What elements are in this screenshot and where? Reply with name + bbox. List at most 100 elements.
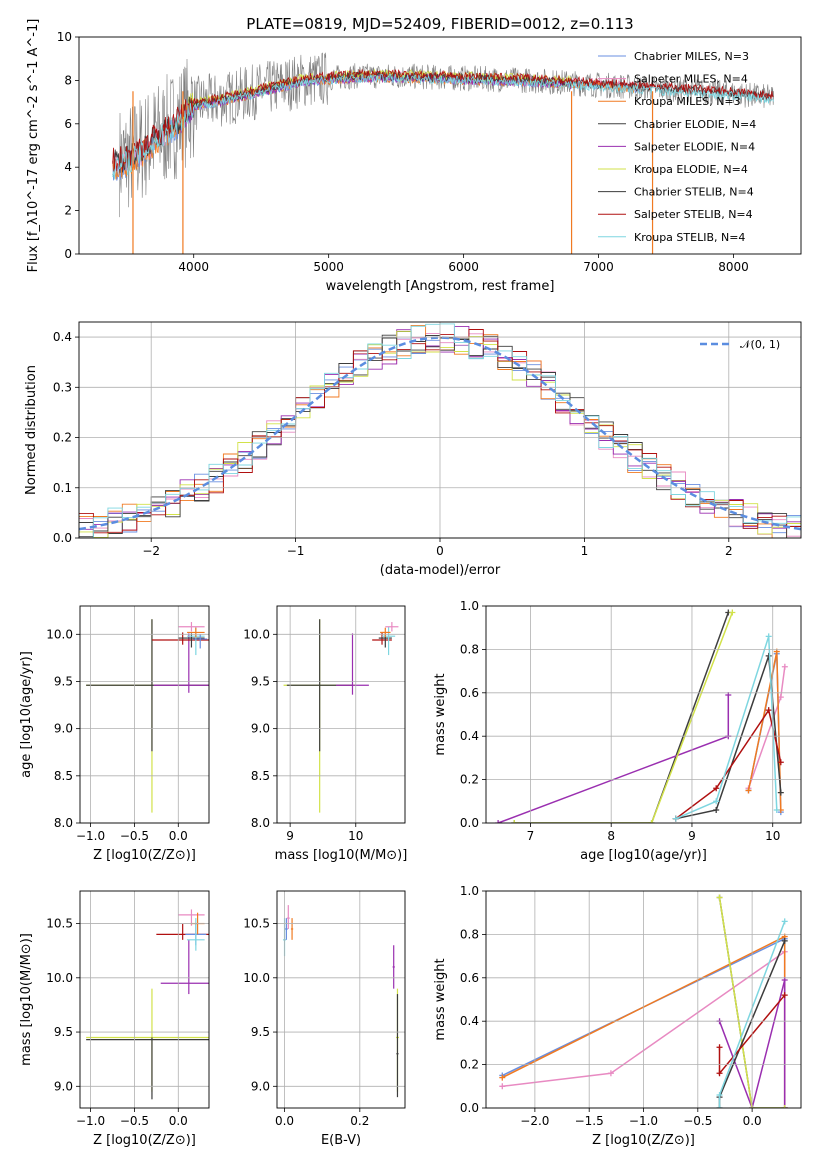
data-point [716,1091,723,1098]
y-tick-label: 9.5 [251,1025,270,1039]
y-tick-label: 1.0 [460,599,479,613]
weight_vs_age-plot-area [495,609,788,823]
spectrum-panel: 4000 5000 6000 7000 8000 0 2 4 6 8 10 wavelength [A… [26,19,802,294]
spectrum-legend: Chabrier MILES, N=3 Salpeter MILES, N=4 Kr… [598,50,756,244]
y-tick-label: 9.0 [251,722,270,736]
residuals-legend: 𝒩(0, 1) [700,338,780,351]
mass_vs_Z-plot-area [86,909,209,1100]
age_vs_mass-frame [276,605,406,824]
legend-label: Salpeter STELIB, N=4 [634,208,753,221]
y-tick-label: 0.2 [460,773,479,787]
x-tick-label: 0.2 [350,1114,369,1128]
legend-label: Chabrier ELODIE, N=4 [634,118,756,131]
mass_vs_EBV-grid [277,891,405,1108]
x-tick-label: 0.0 [743,1114,762,1128]
y-tick-label: 8.5 [251,769,270,783]
weight_vs_age-frame [485,605,802,824]
data-point [499,1083,506,1090]
data-point [765,633,772,640]
model-line [179,73,572,134]
x-tick-label: 4000 [178,260,209,274]
weight-line [718,897,785,1108]
data-point [781,663,788,670]
y-tick-label: 0.0 [460,1101,479,1115]
y-tick-label: 0.1 [53,481,72,495]
y-tick-label: 0.8 [460,642,479,656]
y-axis-label: age [log10(age/yr)] [19,651,34,778]
x-axis-label: Z [log10(Z/Z⊙)] [93,1133,196,1148]
spectrum-plot-area [112,52,774,254]
legend-label: 𝒩(0, 1) [740,338,780,351]
x-tick-label: 0.0 [275,1114,294,1128]
x-axis-label: age [log10(age/yr)] [580,848,707,863]
x-tick-label: 0 [436,544,444,558]
x-axis-label: Z [log10(Z/Z⊙)] [93,848,196,863]
x-tick-label: −2.0 [520,1114,549,1128]
x-axis-label: mass [log10(M/M⊙)] [275,848,408,863]
x-tick-label: −1.5 [575,1114,604,1128]
y-axis-label: mass weight [433,958,448,1040]
weight_vs_Z-grid [486,890,801,1109]
y-tick-label: 9.5 [54,1025,73,1039]
y-tick-label: 10.0 [243,971,270,985]
data-point [716,1070,723,1077]
legend-label: Kroupa STELIB, N=4 [634,231,745,244]
y-tick-label: 9.5 [54,674,73,688]
legend-label: Salpeter ELODIE, N=4 [634,140,755,153]
mass_vs_EBV-plot-area [283,905,399,1098]
y-tick-label: 10.5 [46,917,73,931]
data-point [495,820,502,823]
data-point [672,815,679,822]
y-tick-label: 6 [64,117,72,131]
residuals-panel: −2 −1 0 1 2 0.0 0.1 0.2 0.3 0.4 (data-model)/error… [24,321,802,578]
mass_vs_Z-frame [79,890,210,1109]
data-point [777,789,784,796]
x-tick-label: 9 [286,829,294,843]
data-point [765,652,772,659]
x-tick-label: 10 [348,829,363,843]
weight-line [514,612,730,823]
x-tick-label: 1 [581,544,589,558]
y-tick-label: 9.5 [251,674,270,688]
age_vs_mass-plot-area [283,619,399,813]
y-axis-label: mass weight [433,673,448,755]
y-tick-label: 10.0 [46,627,73,641]
y-tick-label: 9.0 [251,1079,270,1093]
y-tick-label: 9.0 [54,1079,73,1093]
weight-line [514,612,734,823]
data-point [713,785,720,792]
x-tick-label: 0.0 [169,829,188,843]
y-tick-label: 8.5 [54,769,73,783]
y-tick-label: 8 [64,73,72,87]
data-point [648,820,655,823]
mass_vs_EBV-panel: 0.0 0.2 9.0 9.5 10.0 10.5 E(B-V) [243,890,406,1148]
x-tick-label: 6000 [448,260,479,274]
x-tick-label: 0.0 [169,1114,188,1128]
y-tick-label: 8.0 [251,816,270,830]
y-tick-label: 10.0 [243,627,270,641]
y-tick-label: 0.4 [53,330,72,344]
y-axis-label: Normed distribution [24,365,39,495]
age_vs_Z-plot-area [86,619,209,813]
data-point [781,918,788,925]
x-tick-label: 8000 [718,260,749,274]
y-tick-label: 0.4 [460,729,479,743]
y-tick-label: 4 [64,160,72,174]
data-point [716,1044,723,1051]
model-line [112,68,774,172]
x-tick-label: −1.0 [629,1114,658,1128]
x-tick-label: −0.5 [120,1114,149,1128]
mass_vs_Z-panel: −1.0 −0.5 0.0 9.0 9.5 10.0 10.5 Z [log10(Z/Z⊙)]… [19,890,210,1148]
y-tick-label: 2 [64,204,72,218]
y-tick-label: 0.6 [460,971,479,985]
x-tick-label: −1.0 [76,829,105,843]
y-tick-label: 1.0 [460,884,479,898]
y-tick-label: 0.4 [460,1014,479,1028]
weight_vs_age-grid [486,605,801,824]
age_vs_Z-panel: −1.0 −0.5 0.0 8.0 8.5 9.0 9.5 10.0 Z [log10(Z/Z⊙… [19,605,210,863]
y-axis-label: Flux [f_λ10^-17 erg cm^-2 s^-1 A^-1] [26,19,41,273]
x-tick-label: −0.5 [683,1114,712,1128]
data-point [716,1105,723,1108]
figure-title: PLATE=0819, MJD=52409, FIBERID=0012, z=0… [246,15,633,33]
